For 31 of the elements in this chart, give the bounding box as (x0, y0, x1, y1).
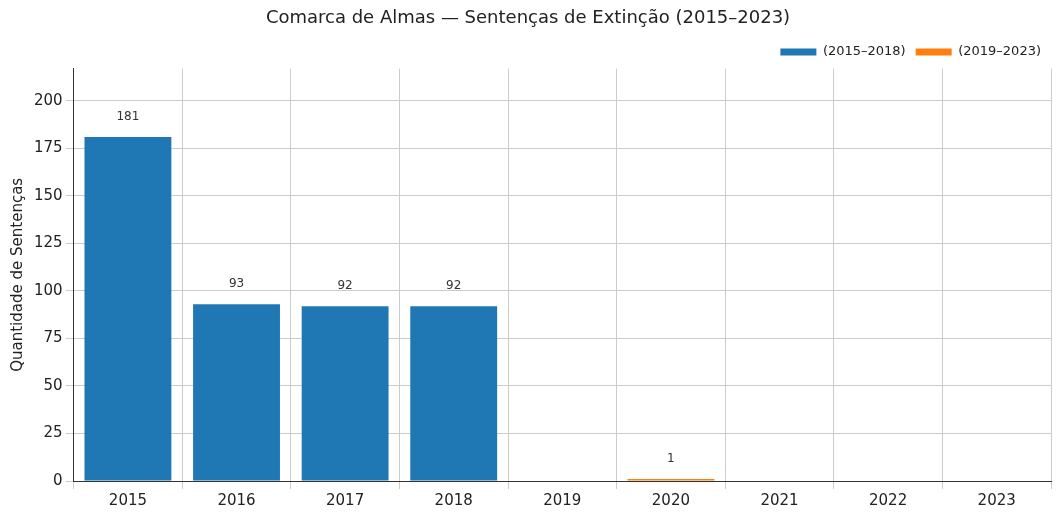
x-tick-label: 2015 (108, 490, 148, 509)
y-tick-label: 200 (33, 90, 63, 109)
data-label: 1 (667, 451, 675, 466)
x-tick-label: 2016 (217, 490, 256, 509)
x-tick-label: 2022 (869, 490, 908, 509)
bar (84, 137, 172, 481)
x-tick-label: 2018 (434, 490, 473, 509)
x-tick-label: 2017 (326, 490, 365, 509)
legend-label: (2019–2023) (958, 43, 1041, 59)
data-label: 92 (337, 278, 353, 293)
bar (301, 306, 389, 481)
y-tick-label: 25 (43, 423, 63, 442)
chart-title: Comarca de Almas — Sentenças de Extinção (2015–2023) (265, 6, 791, 28)
y-tick-label: 175 (33, 138, 63, 157)
y-tick-label: 0 (53, 470, 63, 489)
x-tick-label: 2021 (760, 490, 799, 509)
bar (410, 306, 498, 481)
x-tick-label: 2023 (977, 490, 1016, 509)
bar (193, 304, 280, 481)
x-tick-label: 2020 (651, 490, 691, 509)
data-label: 93 (228, 276, 245, 291)
y-tick-label: 125 (33, 233, 63, 252)
y-tick-label: 100 (33, 280, 63, 299)
data-label: 92 (446, 278, 462, 293)
y-tick-label: 75 (43, 328, 63, 347)
y-tick-label: 150 (33, 185, 63, 204)
y-axis-title: Quantidade de Sentenças (7, 177, 26, 372)
data-label: 181 (116, 109, 140, 124)
x-tick-label: 2019 (543, 490, 582, 509)
y-tick-label: 50 (43, 375, 63, 394)
legend-label: (2015–2018) (822, 43, 906, 59)
